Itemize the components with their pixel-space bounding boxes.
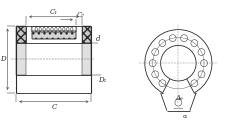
Bar bbox=[81, 43, 91, 75]
Bar bbox=[32, 31, 75, 39]
Text: C₇: C₇ bbox=[77, 11, 85, 19]
Text: C: C bbox=[51, 103, 56, 111]
Text: C₁: C₁ bbox=[50, 8, 58, 16]
Text: α: α bbox=[182, 114, 186, 119]
Bar bbox=[16, 43, 26, 75]
Text: d: d bbox=[95, 35, 100, 43]
Bar bbox=[16, 26, 26, 43]
Bar bbox=[81, 26, 91, 43]
Text: D₁: D₁ bbox=[98, 75, 106, 84]
Text: D: D bbox=[0, 55, 6, 63]
Text: A₆: A₆ bbox=[175, 94, 183, 102]
